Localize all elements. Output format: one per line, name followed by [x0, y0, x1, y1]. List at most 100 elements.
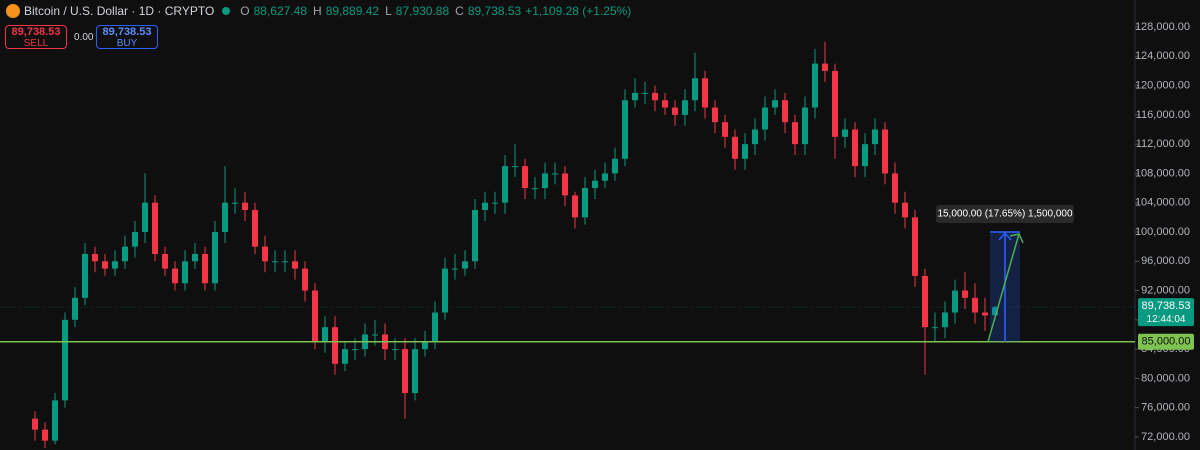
candle-body — [92, 253, 98, 262]
candle-body — [272, 261, 278, 263]
symbol-title: Bitcoin / U.S. Dollar · 1D · CRYPTO — [24, 4, 215, 18]
candle-body — [212, 231, 218, 284]
candle-body — [992, 307, 998, 316]
candle-body — [402, 349, 408, 394]
y-tick-label: 120,000.00 — [1135, 79, 1190, 91]
measure-label: 15,000.00 (17.65%) 1,500,000 — [937, 209, 1073, 220]
candle-body — [572, 195, 578, 218]
measure-label-bg — [936, 204, 1074, 223]
y-tick-label: 104,000.00 — [1135, 197, 1190, 209]
candle-body — [412, 349, 418, 394]
candle-body — [852, 129, 858, 167]
candle-body — [312, 290, 318, 342]
candle-body — [172, 268, 178, 284]
candle-body — [712, 107, 718, 123]
candle-body — [692, 78, 698, 101]
y-tick-label: 116,000.00 — [1136, 109, 1190, 121]
candle-body — [632, 92, 638, 101]
candle-body — [652, 92, 658, 101]
buy-label: BUY — [116, 38, 138, 49]
candle-body — [562, 173, 568, 196]
candle-body — [702, 78, 708, 108]
candle-body — [882, 129, 888, 174]
candle-body — [332, 327, 338, 364]
candle-body — [202, 253, 208, 284]
candle-body — [912, 217, 918, 276]
ohlc-key: H — [313, 4, 322, 18]
candle-body — [772, 100, 778, 108]
candle-body — [902, 202, 908, 218]
candle-body — [132, 231, 138, 247]
y-tick-label: 100,000.00 — [1135, 226, 1190, 238]
candle-body — [972, 297, 978, 313]
ohlc-key: C — [455, 4, 464, 18]
y-tick-label: 128,000.00 — [1135, 21, 1190, 33]
ohlc-value: 87,930.88 — [395, 4, 450, 18]
candle-body — [602, 173, 608, 181]
ohlc-value: 89,889.42 — [325, 4, 380, 18]
candle-body — [372, 334, 378, 336]
sell-button[interactable]: 89,738.53 SELL — [5, 25, 67, 49]
candle-body — [862, 144, 868, 167]
candle-body — [792, 122, 798, 145]
candle-body — [722, 122, 728, 137]
candle-body — [832, 70, 838, 137]
candle-body — [802, 107, 808, 145]
candle-body — [842, 129, 848, 137]
candle-body — [982, 312, 988, 316]
candle-body — [292, 261, 298, 269]
price-tag-value: 89,738.53 — [1142, 300, 1191, 312]
candle-body — [242, 202, 248, 211]
buy-button[interactable]: 89,738.53 BUY — [96, 25, 158, 49]
candle-body — [462, 261, 468, 269]
candle-body — [952, 290, 958, 313]
candle-body — [932, 327, 938, 329]
measure-arrow-head — [998, 231, 1012, 241]
buy-price: 89,738.53 — [102, 26, 152, 38]
sell-label: SELL — [23, 38, 49, 49]
candle-body — [342, 349, 348, 364]
price-tag — [1138, 298, 1194, 327]
candle-body — [502, 166, 508, 203]
candle-body — [522, 166, 528, 189]
candle-body — [872, 129, 878, 145]
candle-body — [612, 158, 618, 174]
candle-body — [892, 173, 898, 203]
candle-body — [282, 261, 288, 263]
candle-body — [122, 246, 128, 262]
horizontal-line-tag — [1138, 333, 1194, 350]
candle-body — [422, 341, 428, 350]
candle-body — [482, 202, 488, 211]
candle-body — [582, 188, 588, 218]
candle-body — [942, 312, 948, 328]
candle-body — [642, 92, 648, 94]
y-tick-label: 108,000.00 — [1135, 167, 1190, 179]
candle-body — [262, 246, 268, 262]
candle-body — [182, 261, 188, 284]
trend-arrow — [987, 233, 1020, 343]
candle-body — [442, 268, 448, 313]
candle-body — [542, 173, 548, 189]
y-tick-label: 96,000.00 — [1141, 255, 1190, 267]
candle-body — [962, 290, 968, 298]
candle-body — [52, 400, 58, 441]
candle-body — [452, 268, 458, 270]
candle-body — [532, 188, 538, 190]
y-tick-label: 124,000.00 — [1135, 50, 1190, 62]
trend-arrow-head — [1009, 233, 1024, 244]
candle-body — [302, 268, 308, 291]
candle-body — [352, 349, 358, 351]
candle-body — [552, 173, 558, 175]
ohlc-key: O — [240, 4, 250, 18]
candle-body — [42, 429, 48, 441]
candle-body — [82, 253, 88, 298]
y-tick-label: 76,000.00 — [1141, 402, 1190, 414]
price-tag-countdown: 12:44:04 — [1147, 314, 1186, 325]
sell-price: 89,738.53 — [11, 26, 61, 38]
candle-body — [682, 100, 688, 115]
coin-icon — [6, 4, 20, 18]
change: +1,109.28 (+1.25%) — [525, 4, 632, 18]
candle-body — [622, 100, 628, 159]
